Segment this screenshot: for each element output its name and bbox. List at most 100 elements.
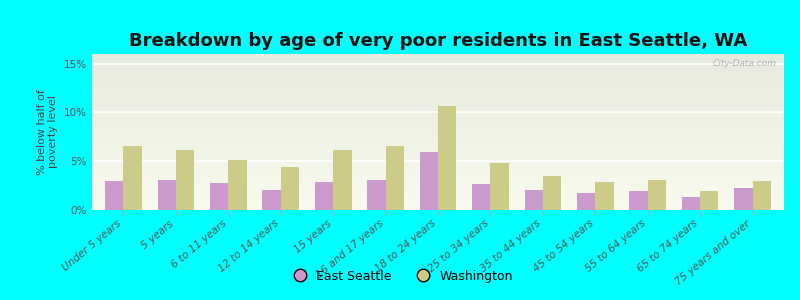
Bar <box>228 160 246 210</box>
Bar <box>92 127 784 129</box>
Bar <box>92 199 784 201</box>
Bar <box>92 132 784 134</box>
Bar <box>92 134 784 135</box>
Bar <box>92 202 784 204</box>
Bar <box>92 116 784 118</box>
Bar <box>92 77 784 79</box>
Bar <box>92 112 784 113</box>
Bar <box>92 65 784 67</box>
Bar <box>92 98 784 99</box>
Bar <box>92 129 784 130</box>
Bar <box>92 152 784 154</box>
Bar <box>472 184 490 210</box>
Bar <box>92 106 784 107</box>
Bar <box>438 106 456 210</box>
Bar <box>92 80 784 82</box>
Bar <box>648 180 666 210</box>
Bar <box>92 182 784 184</box>
Bar <box>700 191 718 210</box>
Bar <box>92 169 784 171</box>
Bar <box>92 123 784 124</box>
Bar <box>682 197 700 210</box>
Bar <box>92 155 784 157</box>
Bar <box>92 60 784 62</box>
Bar <box>92 88 784 90</box>
Bar <box>92 124 784 126</box>
Bar <box>543 176 561 210</box>
Bar <box>262 190 281 210</box>
Text: City-Data.com: City-Data.com <box>713 59 777 68</box>
Bar <box>92 67 784 68</box>
Bar <box>92 171 784 172</box>
Bar <box>92 93 784 94</box>
Bar <box>92 102 784 104</box>
Bar <box>92 73 784 74</box>
Bar <box>92 99 784 101</box>
Bar <box>92 204 784 205</box>
Bar <box>92 190 784 191</box>
Bar <box>92 59 784 60</box>
Bar <box>92 101 784 102</box>
Bar <box>753 181 771 210</box>
Bar <box>92 113 784 115</box>
Bar <box>92 74 784 76</box>
Bar <box>92 166 784 168</box>
Bar <box>577 194 595 210</box>
Bar <box>92 62 784 63</box>
Bar <box>420 152 438 210</box>
Bar <box>367 180 386 210</box>
Bar <box>92 160 784 162</box>
Bar <box>92 137 784 138</box>
Bar <box>281 167 299 210</box>
Bar <box>92 68 784 70</box>
Bar <box>92 143 784 145</box>
Bar <box>210 183 228 210</box>
Bar <box>92 92 784 93</box>
Bar <box>92 148 784 149</box>
Bar <box>92 82 784 84</box>
Bar <box>92 162 784 163</box>
Bar <box>92 70 784 71</box>
Bar <box>92 107 784 109</box>
Bar <box>92 63 784 65</box>
Bar <box>92 174 784 176</box>
Bar <box>92 121 784 123</box>
Y-axis label: % below half of
poverty level: % below half of poverty level <box>37 89 58 175</box>
Bar <box>92 205 784 207</box>
Bar <box>92 110 784 112</box>
Bar <box>92 176 784 177</box>
Bar <box>92 94 784 96</box>
Bar <box>92 145 784 146</box>
Bar <box>92 84 784 85</box>
Bar <box>92 196 784 197</box>
Bar <box>92 119 784 121</box>
Bar <box>92 146 784 148</box>
Bar <box>386 146 404 210</box>
Bar <box>92 71 784 73</box>
Bar <box>92 193 784 194</box>
Bar <box>92 197 784 199</box>
Bar <box>123 146 142 210</box>
Bar <box>734 188 753 210</box>
Bar <box>92 115 784 116</box>
Bar <box>92 172 784 174</box>
Bar <box>92 194 784 196</box>
Bar <box>92 85 784 87</box>
Bar <box>315 182 333 210</box>
Bar <box>92 104 784 106</box>
Bar <box>92 118 784 119</box>
Bar <box>92 109 784 110</box>
Bar <box>92 157 784 158</box>
Bar <box>92 163 784 165</box>
Bar <box>92 135 784 137</box>
Bar <box>92 79 784 80</box>
Bar <box>105 181 123 210</box>
Bar <box>92 158 784 160</box>
Bar <box>92 165 784 166</box>
Bar <box>92 149 784 151</box>
Bar <box>92 76 784 77</box>
Bar <box>92 87 784 88</box>
Bar <box>630 190 648 210</box>
Bar <box>92 179 784 180</box>
Bar <box>92 185 784 187</box>
